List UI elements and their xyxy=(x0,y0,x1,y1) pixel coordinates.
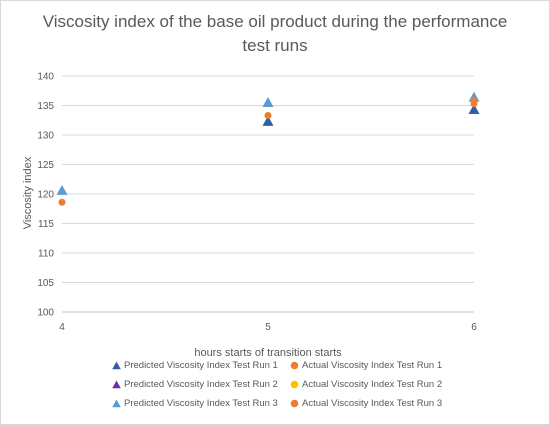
y-tick-label: 110 xyxy=(38,249,54,260)
gridlines xyxy=(62,75,474,313)
legend-label: Actual Viscosity Index Test Run 1 xyxy=(302,360,443,371)
circle-marker-icon xyxy=(290,361,299,370)
data-points xyxy=(56,91,480,206)
legend-item-4: Actual Viscosity Index Test Run 2 xyxy=(290,379,460,390)
x-axis-label: hours starts of transition starts xyxy=(194,347,342,359)
y-tick-label: 115 xyxy=(38,219,54,230)
legend-label: Predicted Viscosity Index Test Run 3 xyxy=(124,398,278,409)
legend-label: Actual Viscosity Index Test Run 2 xyxy=(302,379,443,390)
data-point-series-6 xyxy=(470,97,478,105)
legend-item-5: Predicted Viscosity Index Test Run 3 xyxy=(112,398,282,409)
x-tick-label: 6 xyxy=(471,322,477,333)
legend-label: Actual Viscosity Index Test Run 3 xyxy=(302,398,443,409)
y-tick-label: 125 xyxy=(37,160,54,171)
y-tick-label: 120 xyxy=(37,190,54,201)
data-point-series-5 xyxy=(262,97,274,107)
y-tick-label: 130 xyxy=(37,131,54,142)
x-tick-label: 5 xyxy=(265,322,271,333)
data-point-series-6 xyxy=(58,198,66,206)
x-tick-label: 4 xyxy=(59,322,65,333)
legend-item-6: Actual Viscosity Index Test Run 3 xyxy=(290,398,460,409)
y-tick-label: 105 xyxy=(37,278,54,289)
chart-legend: Predicted Viscosity Index Test Run 1 Actu… xyxy=(112,360,472,409)
legend-label: Predicted Viscosity Index Test Run 1 xyxy=(124,360,278,371)
triangle-marker-icon xyxy=(112,380,121,389)
y-tick-label: 135 xyxy=(37,101,54,112)
triangle-marker-icon xyxy=(112,399,121,408)
circle-marker-icon xyxy=(290,380,299,389)
data-point-series-5 xyxy=(56,184,68,195)
legend-item-2: Actual Viscosity Index Test Run 1 xyxy=(290,360,460,371)
data-point-series-2 xyxy=(264,112,272,120)
triangle-marker-icon xyxy=(112,361,121,370)
x-tick-labels: 4 5 6 xyxy=(59,322,477,333)
data-point-series-1 xyxy=(468,104,480,115)
y-tick-label: 100 xyxy=(37,308,54,319)
data-point-series-1 xyxy=(262,115,274,126)
y-axis-label: Viscosity index xyxy=(22,156,34,229)
legend-label: Predicted Viscosity Index Test Run 2 xyxy=(124,379,278,390)
y-tick-label: 140 xyxy=(37,72,54,83)
chart-title: Viscosity index of the base oil product … xyxy=(42,12,508,55)
legend-item-1: Predicted Viscosity Index Test Run 1 xyxy=(112,360,282,371)
y-tick-labels: 100 105 110 115 120 125 130 135 140 xyxy=(37,72,54,319)
legend-item-3: Predicted Viscosity Index Test Run 2 xyxy=(112,379,282,390)
circle-marker-icon xyxy=(290,399,299,408)
